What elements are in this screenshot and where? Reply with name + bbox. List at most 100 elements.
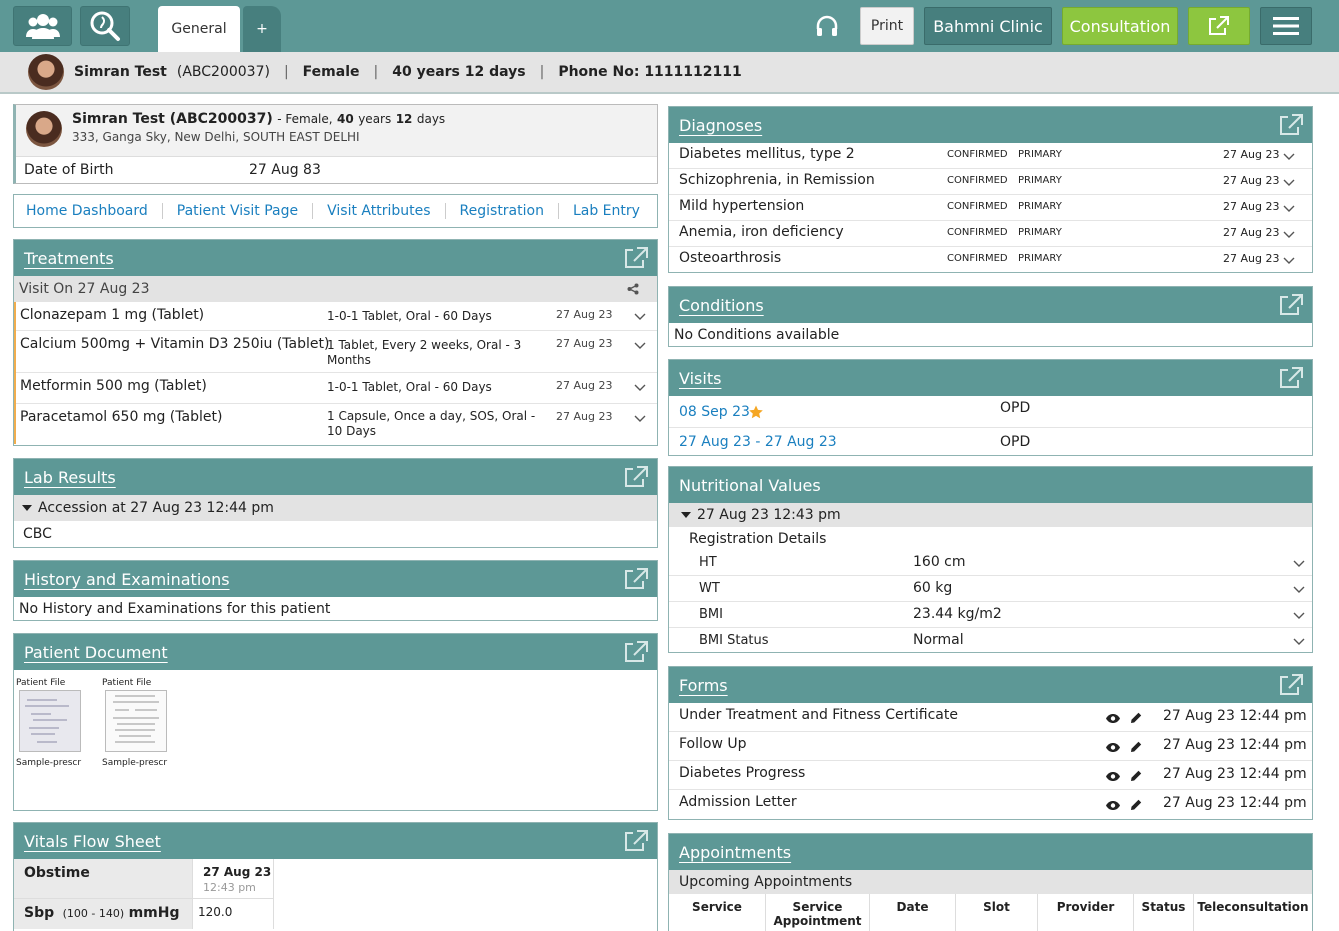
chevron-down-icon[interactable]	[634, 415, 646, 423]
pencil-icon[interactable]	[1130, 770, 1142, 782]
chevron-down-icon[interactable]	[1283, 179, 1295, 187]
forms-title[interactable]: Forms	[679, 675, 728, 695]
diagnosis-row[interactable]: Diabetes mellitus, type 2 CONFIRMED PRIM…	[669, 143, 1312, 169]
patient-header-strip: Simran Test (ABC200037) | Female | 40 ye…	[0, 52, 1339, 94]
headset-icon[interactable]	[814, 14, 840, 40]
open-external-button[interactable]	[1188, 7, 1250, 45]
treatment-row[interactable]: Calcium 500mg + Vitamin D3 250iu (Tablet…	[16, 331, 657, 373]
chevron-down-icon[interactable]	[1293, 586, 1305, 594]
col-service[interactable]: Service	[669, 894, 766, 931]
link-home-dashboard[interactable]: Home Dashboard	[26, 203, 163, 219]
external-link-icon[interactable]	[623, 829, 649, 853]
nutrition-row[interactable]: HT 160 cm	[669, 550, 1312, 576]
external-link-icon[interactable]	[623, 465, 649, 489]
lab-test-name: CBC	[23, 526, 52, 542]
external-link-icon[interactable]	[623, 567, 649, 591]
history-title[interactable]: History and Examinations	[24, 569, 230, 589]
tab-general[interactable]: General	[158, 6, 240, 52]
visits-title[interactable]: Visits	[679, 368, 722, 388]
eye-icon[interactable]	[1105, 713, 1121, 724]
appointments-title[interactable]: Appointments	[679, 842, 792, 862]
add-tab-button[interactable]: +	[243, 6, 281, 52]
link-registration[interactable]: Registration	[446, 203, 559, 219]
nutritional-values-panel: Nutritional Values 27 Aug 23 12:43 pm Re…	[668, 466, 1313, 653]
prescription-image	[105, 690, 167, 752]
form-row: Diabetes Progress 27 Aug 23 12:44 pm	[669, 761, 1312, 790]
col-slot[interactable]: Slot	[956, 894, 1038, 931]
chevron-down-icon[interactable]	[634, 384, 646, 392]
main-menu-button[interactable]	[1260, 7, 1312, 45]
external-link-icon[interactable]	[1278, 673, 1304, 697]
external-link-icon[interactable]	[1278, 113, 1304, 137]
chevron-down-icon[interactable]	[1283, 153, 1295, 161]
nutrition-row[interactable]: WT 60 kg	[669, 576, 1312, 602]
chevron-down-icon[interactable]	[1283, 257, 1295, 265]
eye-icon[interactable]	[1105, 800, 1121, 811]
treatment-row[interactable]: Metformin 500 mg (Tablet) 1-0-1 Tablet, …	[16, 373, 657, 404]
pencil-icon[interactable]	[1130, 799, 1142, 811]
visit-dates-link[interactable]: 08 Sep 23	[679, 404, 750, 420]
visits-panel: Visits 08 Sep 23 OPD 27 Aug 23 - 27 Aug …	[668, 359, 1313, 456]
nutrition-row[interactable]: BMI Status Normal	[669, 628, 1312, 654]
sbp-unit: mmHg	[128, 905, 180, 921]
share-icon[interactable]	[627, 283, 639, 295]
diagnosis-certainty: CONFIRMED	[947, 175, 1008, 186]
chevron-down-icon[interactable]	[1283, 205, 1295, 213]
link-visit-attributes[interactable]: Visit Attributes	[313, 203, 446, 219]
diagnosis-row[interactable]: Osteoarthrosis CONFIRMED PRIMARY 27 Aug …	[669, 247, 1312, 273]
external-link-icon[interactable]	[623, 246, 649, 270]
eye-icon[interactable]	[1105, 771, 1121, 782]
patients-button[interactable]	[13, 6, 72, 46]
chevron-down-icon[interactable]	[1293, 612, 1305, 620]
external-link-icon[interactable]	[1278, 293, 1304, 317]
lab-results-title[interactable]: Lab Results	[24, 467, 116, 487]
eye-icon[interactable]	[1105, 742, 1121, 753]
drug-date: 27 Aug 23	[556, 337, 613, 350]
document-thumbnail[interactable]: Patient File Sample-prescr	[16, 678, 96, 768]
nutrition-row[interactable]: BMI 23.44 kg/m2	[669, 602, 1312, 628]
pencil-icon[interactable]	[1130, 712, 1142, 724]
pencil-icon[interactable]	[1130, 741, 1142, 753]
diagnosis-order: PRIMARY	[1018, 253, 1062, 264]
diagnosis-row[interactable]: Schizophrenia, in Remission CONFIRMED PR…	[669, 169, 1312, 195]
col-teleconsultation[interactable]: Teleconsultation	[1197, 900, 1309, 914]
treatment-row[interactable]: Clonazepam 1 mg (Tablet) 1-0-1 Tablet, O…	[16, 302, 657, 331]
diagnoses-title[interactable]: Diagnoses	[679, 115, 763, 135]
col-provider[interactable]: Provider	[1038, 894, 1134, 931]
chevron-down-icon[interactable]	[634, 342, 646, 350]
nutrition-date-row[interactable]: 27 Aug 23 12:43 pm	[669, 503, 1312, 527]
bahmni-clinic-button[interactable]: Bahmni Clinic	[924, 7, 1052, 45]
vitals-title[interactable]: Vitals Flow Sheet	[24, 831, 161, 851]
chevron-down-icon[interactable]	[634, 313, 646, 321]
form-name: Follow Up	[679, 736, 747, 752]
vitals-panel: Vitals Flow Sheet Obstime 27 Aug 23 12:4…	[13, 822, 658, 931]
accession-row[interactable]: Accession at 27 Aug 23 12:44 pm	[14, 495, 657, 521]
treatment-row[interactable]: Paracetamol 650 mg (Tablet) 1 Capsule, O…	[16, 404, 657, 444]
lab-test-row[interactable]: CBC	[14, 521, 657, 547]
treatments-title[interactable]: Treatments	[24, 248, 114, 268]
visit-dates-link[interactable]: 27 Aug 23 - 27 Aug 23	[679, 434, 837, 450]
link-lab-entry[interactable]: Lab Entry	[572, 203, 640, 219]
diagnosis-row[interactable]: Anemia, iron deficiency CONFIRMED PRIMAR…	[669, 221, 1312, 247]
diagnosis-row[interactable]: Mild hypertension CONFIRMED PRIMARY 27 A…	[669, 195, 1312, 221]
diagnosis-date: 27 Aug 23	[1223, 174, 1280, 187]
external-link-icon[interactable]	[623, 640, 649, 664]
print-button[interactable]: Print	[860, 7, 914, 45]
col-status[interactable]: Status	[1134, 894, 1194, 931]
link-patient-visit-page[interactable]: Patient Visit Page	[163, 203, 314, 219]
consultation-button[interactable]: Consultation	[1062, 7, 1178, 45]
col-date[interactable]: Date	[870, 894, 956, 931]
document-thumbnail[interactable]: Patient File Sample-prescr	[102, 678, 182, 768]
conditions-title[interactable]: Conditions	[679, 295, 764, 315]
patient-document-title[interactable]: Patient Document	[24, 642, 168, 662]
chevron-down-icon[interactable]	[1293, 638, 1305, 646]
chevron-down-icon[interactable]	[1293, 560, 1305, 568]
chevron-down-icon[interactable]	[1283, 231, 1295, 239]
form-date: 27 Aug 23 12:44 pm	[1163, 708, 1307, 724]
external-link-icon[interactable]	[1278, 366, 1304, 390]
patient-name: Simran Test	[74, 64, 167, 80]
diagnosis-order: PRIMARY	[1018, 227, 1062, 238]
col-service-appointment[interactable]: Service Appointment	[766, 894, 870, 931]
search-patient-button[interactable]	[80, 6, 130, 46]
card-age-days-num: 12	[395, 112, 413, 126]
